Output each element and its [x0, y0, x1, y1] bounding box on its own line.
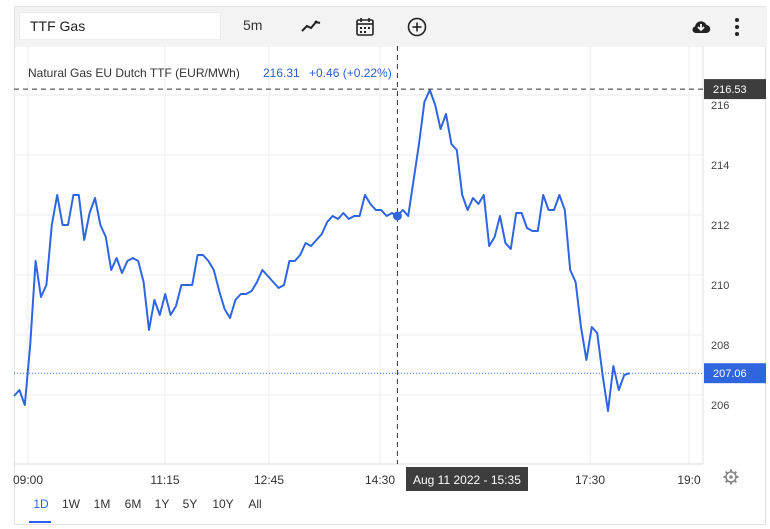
- symbol-search-input[interactable]: [19, 12, 221, 40]
- legend-last: 216.31: [263, 66, 300, 80]
- calendar-icon[interactable]: [353, 15, 377, 39]
- line-chart-icon[interactable]: [299, 15, 323, 39]
- y-tick-label: 208: [711, 340, 729, 352]
- x-tick-label: 19:0: [677, 473, 701, 487]
- x-axis-ticks: 09:00 11:15 12:45 14:30 17:30 19:0: [13, 473, 701, 487]
- crosshair-price-label: 216.53: [704, 79, 766, 100]
- y-tick-label: 206: [711, 400, 729, 412]
- active-range-indicator: [29, 521, 51, 523]
- legend-change: +0.46 (+0.22%): [309, 66, 392, 80]
- y-tick-label: 210: [711, 280, 729, 292]
- range-1y-button[interactable]: 1Y: [154, 497, 170, 511]
- settings-icon[interactable]: [723, 469, 739, 485]
- x-tick-label: 14:30: [365, 473, 395, 487]
- range-1m-button[interactable]: 1M: [93, 497, 111, 511]
- chart-toolbar: 5m: [15, 7, 767, 47]
- x-tick-label: 09:00: [13, 473, 43, 487]
- range-10y-button[interactable]: 10Y: [212, 497, 234, 511]
- range-6m-button[interactable]: 6M: [124, 497, 142, 511]
- interval-selector[interactable]: 5m: [243, 17, 263, 33]
- more-icon[interactable]: [725, 15, 749, 39]
- add-icon[interactable]: [405, 15, 429, 39]
- range-1w-button[interactable]: 1W: [62, 497, 80, 511]
- crosshair-price-text: 216.53: [713, 84, 747, 96]
- x-tick-label: 12:45: [254, 473, 284, 487]
- x-tick-label: 11:15: [150, 473, 179, 487]
- x-tick-label: 17:30: [575, 473, 605, 487]
- range-all-button[interactable]: All: [248, 497, 262, 511]
- download-icon[interactable]: [689, 15, 713, 39]
- range-1d-button[interactable]: 1D: [33, 497, 49, 511]
- y-tick-label: 216: [711, 100, 729, 112]
- range-5y-button[interactable]: 5Y: [182, 497, 198, 511]
- series-line: [13, 89, 630, 412]
- last-price-label: 207.06: [704, 363, 766, 384]
- crosshair-date-text: Aug 11 2022 - 15:35: [413, 473, 521, 487]
- y-tick-label: 212: [711, 220, 729, 232]
- y-axis-ticks: 206 208 210 212 214 216: [711, 100, 729, 412]
- y-tick-label: 214: [711, 160, 729, 172]
- hover-point: [392, 211, 402, 221]
- crosshair-date-label: Aug 11 2022 - 15:35: [406, 467, 528, 491]
- legend-title: Natural Gas EU Dutch TTF (EUR/MWh): [28, 66, 240, 80]
- chart-grid: [14, 46, 703, 464]
- last-price-text: 207.06: [713, 368, 747, 380]
